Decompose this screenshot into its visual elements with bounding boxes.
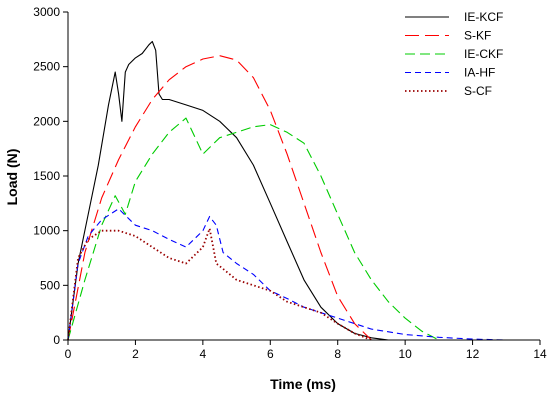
x-tick-label: 6 [267,347,274,361]
x-tick-label: 14 [533,347,547,361]
legend-label: S-KF [464,29,491,43]
y-tick-label: 2500 [33,60,60,74]
y-tick-label: 0 [53,333,60,347]
y-axis-title: Load (N) [4,149,20,206]
legend-label: IE-KCF [464,10,503,24]
legend-label: S-CF [464,84,492,98]
plot-ticks: 0 2 4 6 8 10 12 14 0 500 1000 1500 2000 2500 3000 [33,5,547,361]
series-line-ia-hf [67,208,507,341]
series-line-ie-kcf [67,40,389,341]
legend: IE-KCF S-KF IE-CKF IA-HF S-CF [405,10,503,98]
series-line-ie-ckf [67,117,440,341]
x-tick-label: 8 [334,347,341,361]
y-tick-label: 1000 [33,224,60,238]
x-tick-label: 12 [466,347,480,361]
legend-label: IE-CKF [464,47,503,61]
y-tick-label: 500 [40,278,60,292]
plot-series [67,40,507,341]
y-tick-label: 1500 [33,169,60,183]
series-line-s-cf [67,227,372,341]
legend-label: IA-HF [464,66,495,80]
y-tick-label: 3000 [33,5,60,19]
series-line-s-kf [67,55,372,341]
x-tick-label: 10 [398,347,412,361]
x-tick-label: 0 [65,347,72,361]
y-tick-label: 2000 [33,114,60,128]
x-tick-label: 4 [200,347,207,361]
x-axis-title: Time (ms) [270,376,336,392]
x-tick-label: 2 [132,347,139,361]
